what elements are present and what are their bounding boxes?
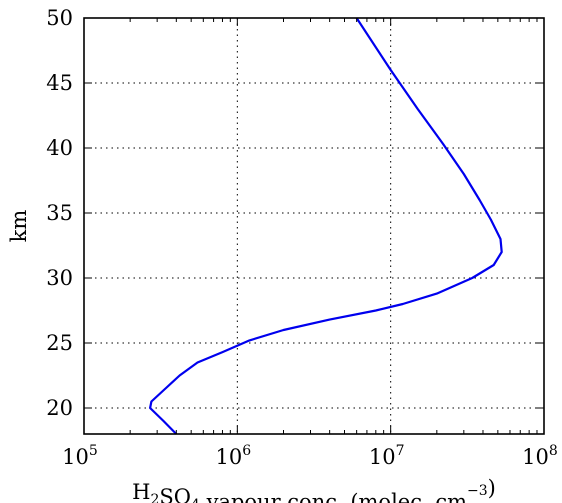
x-tick-labels: 105 106 107 108 [62,443,558,469]
y-axis-label: km [7,210,31,243]
plot-frame [83,17,545,435]
y-tick-label: 45 [46,71,73,95]
ticks [83,17,545,434]
x-axis-label: H2SO4 vapour conc. (molec. cm−3) [132,476,496,503]
x-tick-label: 105 [62,443,98,469]
y-tick-label: 50 [46,6,73,30]
series-line [149,17,503,435]
grid [84,18,544,434]
x-tick-label: 106 [216,443,252,469]
y-tick-label: 35 [46,201,73,225]
x-tick-label: 107 [369,443,405,469]
y-tick-label: 20 [46,396,73,420]
series-layer [149,17,503,435]
y-tick-label: 30 [46,266,73,290]
y-tick-label: 25 [46,331,73,355]
y-tick-label: 40 [46,136,73,160]
x-tick-label: 108 [522,443,558,469]
y-tick-labels: 20 25 30 35 40 45 50 [46,6,73,420]
